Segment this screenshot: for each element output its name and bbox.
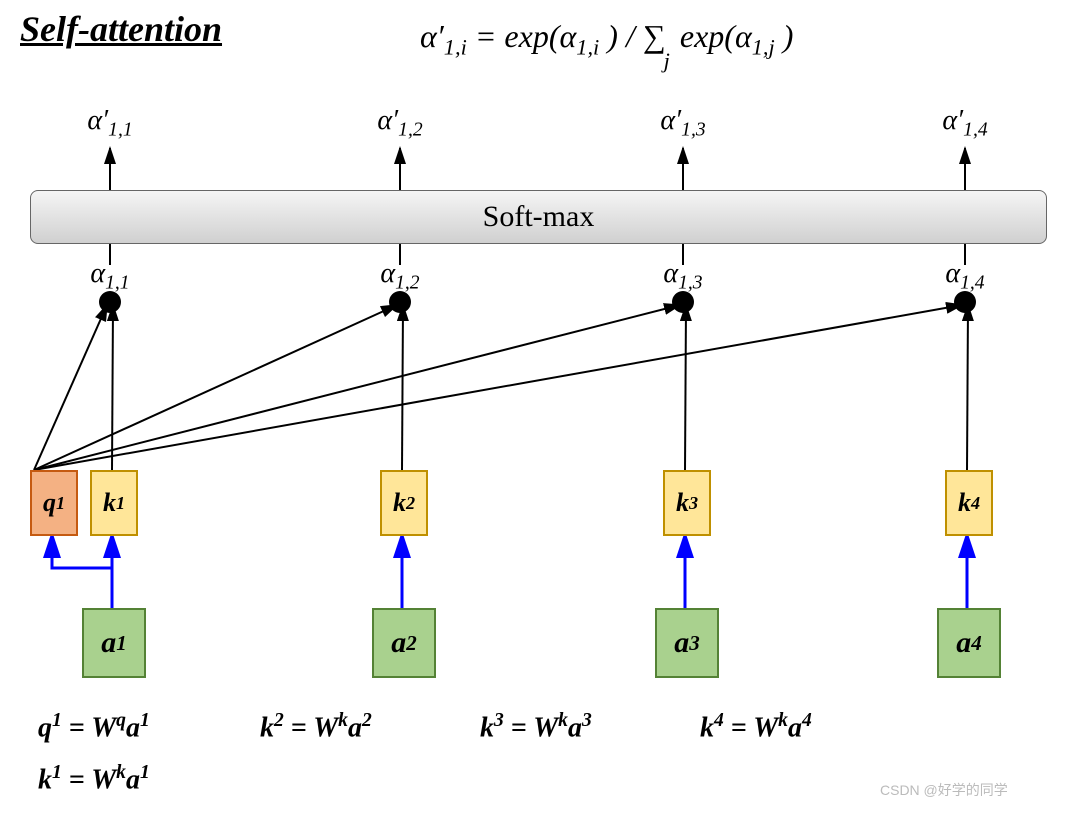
- equation-5: k4 = Wka4: [700, 710, 812, 744]
- equation-4: k3 = Wka3: [480, 710, 592, 744]
- k-box-4: k4: [945, 470, 993, 536]
- alpha-out-2: α′1,2: [370, 105, 430, 142]
- a-box-2: a2: [372, 608, 436, 678]
- alpha-in-3: α1,3: [653, 258, 713, 295]
- alpha-out-1: α′1,1: [80, 105, 140, 142]
- alpha-in-4: α1,4: [935, 258, 995, 295]
- dot-3: [672, 291, 694, 313]
- equation-1: q1 = Wqa1: [38, 710, 150, 744]
- a-box-4: a4: [937, 608, 1001, 678]
- dot-1: [99, 291, 121, 313]
- dot-4: [954, 291, 976, 313]
- softmax-block: Soft-max: [30, 190, 1047, 244]
- alpha-in-2: α1,2: [370, 258, 430, 295]
- k-box-2: k2: [380, 470, 428, 536]
- arrow-layer: [0, 0, 1078, 813]
- alpha-out-4: α′1,4: [935, 105, 995, 142]
- a-box-1: a1: [82, 608, 146, 678]
- page-title: Self-attention: [20, 8, 222, 50]
- dot-2: [389, 291, 411, 313]
- a-box-3: a3: [655, 608, 719, 678]
- k-box-3: k3: [663, 470, 711, 536]
- k-box-1: k1: [90, 470, 138, 536]
- equation-2: k1 = Wka1: [38, 762, 150, 796]
- alpha-in-1: α1,1: [80, 258, 140, 295]
- q-box: q1: [30, 470, 78, 536]
- alpha-out-3: α′1,3: [653, 105, 713, 142]
- softmax-label: Soft-max: [483, 200, 595, 234]
- equation-3: k2 = Wka2: [260, 710, 372, 744]
- softmax-formula: α′1,i = exp(α1,i ) / ∑j exp(α1,j ): [420, 18, 793, 60]
- watermark: CSDN @好学的同学: [880, 780, 1008, 800]
